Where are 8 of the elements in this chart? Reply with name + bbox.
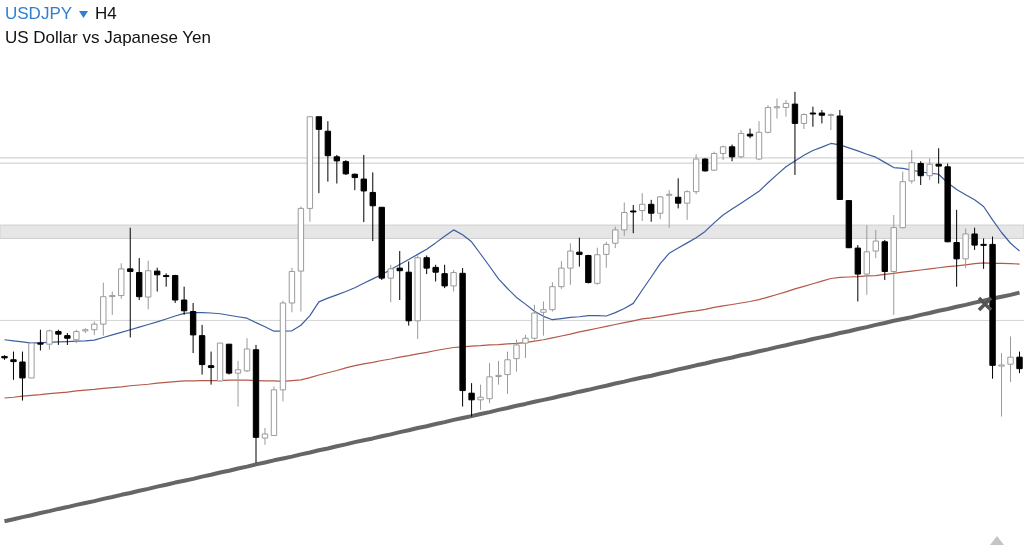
text: H4 [95,4,117,24]
candlestick [423,255,430,275]
candlestick [998,352,1005,418]
chart-subtitle: US Dollar vs Japanese Yen [5,28,212,48]
candlestick [540,301,547,337]
chart-title: USDJPY [5,4,73,24]
candlestick [594,247,601,286]
candlestick [46,329,53,351]
